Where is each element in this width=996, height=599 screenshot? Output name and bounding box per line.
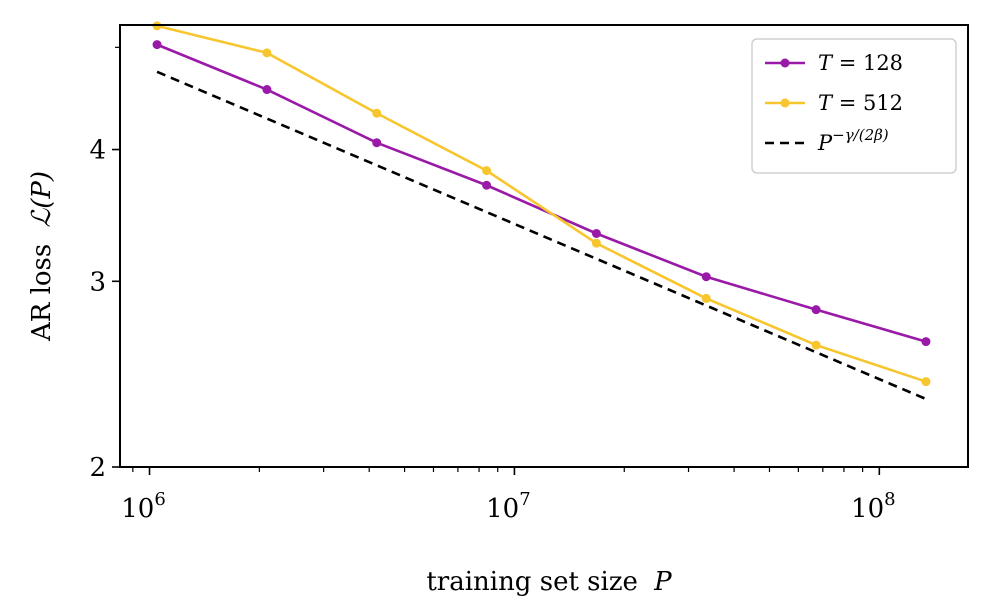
legend-label: T = 128 [818,51,903,75]
x-axis-label-text: training set size [426,567,638,597]
y-tick-label: 2 [89,453,106,483]
y-axis-label-text: AR loss [27,244,57,342]
data-point [591,229,601,238]
data-point [811,340,821,350]
data-point [921,337,931,347]
y-tick-label: 3 [89,267,106,297]
legend-marker [780,58,790,68]
data-point [591,238,601,248]
x-tick-label: 107 [486,489,531,524]
tick-layer: 106 107 108 2 3 4 [89,46,896,524]
data-point [701,293,711,303]
y-axis-label: AR loss ℒ(P) [27,171,57,342]
x-axis-label: training set size P [426,567,672,597]
data-point [152,40,162,50]
legend: T = 128 T = 512 P−γ/(2β) [751,38,957,174]
series-layer [152,21,931,401]
data-point [262,48,272,58]
legend-marker [780,98,790,108]
data-point [811,305,821,315]
series-line-1 [156,24,927,383]
data-point [921,377,931,387]
data-point [372,138,382,148]
x-tick-label: 108 [851,489,896,524]
data-point [372,108,382,118]
x-axis-label-var: P [653,567,672,597]
data-point [482,180,492,190]
x-tick-label: 106 [121,489,166,524]
data-point [701,272,711,282]
data-point [482,166,492,176]
series-line-0 [156,43,927,343]
legend-label: P−γ/(2β) [817,126,889,155]
y-tick-label: 4 [89,136,106,166]
y-axis-label-math: ℒ(P) [27,171,57,228]
data-point [262,85,272,95]
legend-box [751,38,957,174]
plot-area-frame [119,24,969,468]
series-line-2 [156,70,927,401]
legend-label: T = 512 [818,91,903,115]
